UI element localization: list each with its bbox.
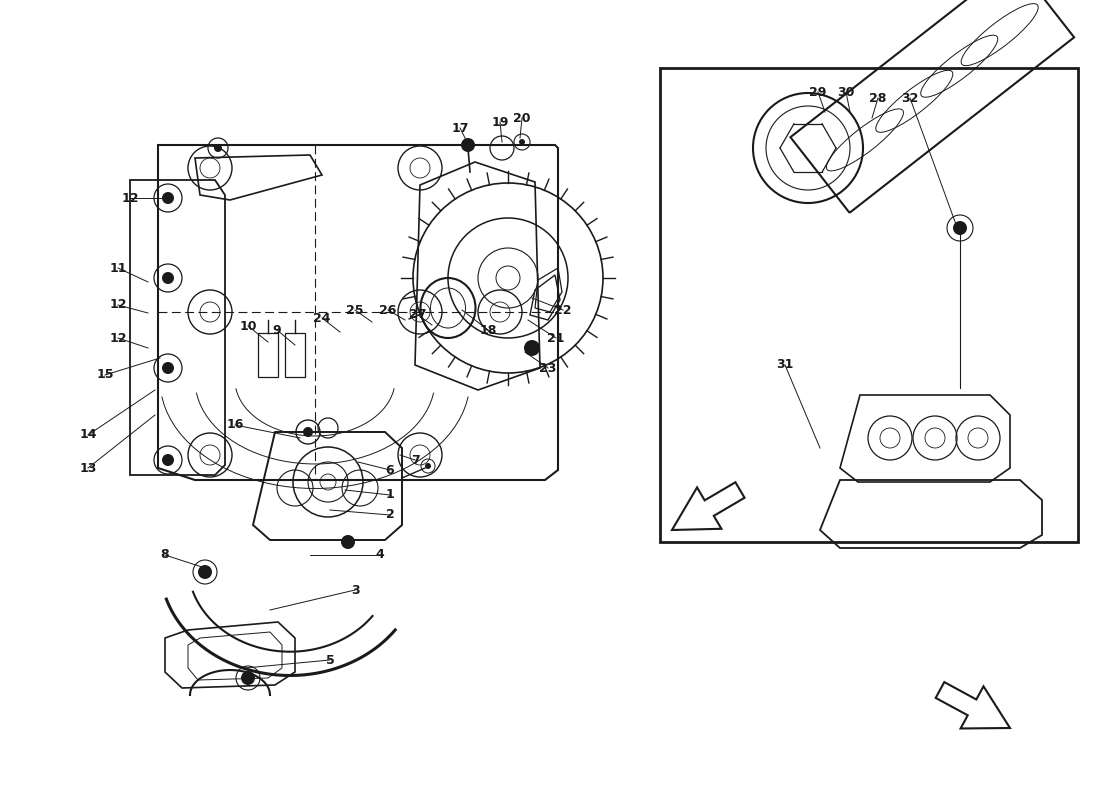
Text: 16: 16 [227, 418, 244, 431]
Text: 6: 6 [386, 463, 394, 477]
Text: 26: 26 [379, 303, 397, 317]
Text: 22: 22 [554, 303, 572, 317]
Text: 1: 1 [386, 489, 395, 502]
Text: 32: 32 [901, 91, 918, 105]
Circle shape [162, 454, 174, 466]
Text: 7: 7 [410, 454, 419, 466]
Circle shape [241, 671, 255, 685]
Text: 30: 30 [837, 86, 855, 98]
Circle shape [162, 362, 174, 374]
Circle shape [524, 340, 540, 356]
Text: 27: 27 [409, 309, 427, 322]
Circle shape [162, 272, 174, 284]
Text: 8: 8 [161, 549, 169, 562]
Bar [660, 68, 1078, 542]
Circle shape [519, 139, 525, 145]
Text: 29: 29 [810, 86, 827, 98]
Text: 11: 11 [109, 262, 126, 274]
Text: 12: 12 [109, 331, 126, 345]
Text: 12: 12 [121, 191, 139, 205]
Text: 20: 20 [514, 111, 530, 125]
Text: 14: 14 [79, 429, 97, 442]
Circle shape [302, 427, 313, 437]
Text: 17: 17 [451, 122, 469, 134]
Text: 15: 15 [97, 369, 113, 382]
Circle shape [214, 144, 222, 152]
Text: 9: 9 [273, 323, 282, 337]
Bar [258, 333, 278, 377]
Text: 13: 13 [79, 462, 97, 474]
Text: 2: 2 [386, 509, 395, 522]
Text: 31: 31 [777, 358, 794, 371]
Text: 21: 21 [548, 331, 564, 345]
Text: 28: 28 [869, 91, 887, 105]
Text: 5: 5 [326, 654, 334, 666]
Text: 3: 3 [351, 583, 360, 597]
Text: 10: 10 [240, 319, 256, 333]
Circle shape [162, 192, 174, 204]
Circle shape [461, 138, 475, 152]
Circle shape [198, 565, 212, 579]
Text: 19: 19 [492, 115, 508, 129]
Text: 23: 23 [539, 362, 557, 374]
Bar [285, 333, 305, 377]
Circle shape [425, 463, 431, 469]
Text: 25: 25 [346, 303, 364, 317]
Circle shape [341, 535, 355, 549]
Text: 18: 18 [480, 323, 497, 337]
Text: 4: 4 [375, 549, 384, 562]
Text: 24: 24 [314, 311, 331, 325]
Circle shape [953, 221, 967, 235]
Text: 12: 12 [109, 298, 126, 311]
